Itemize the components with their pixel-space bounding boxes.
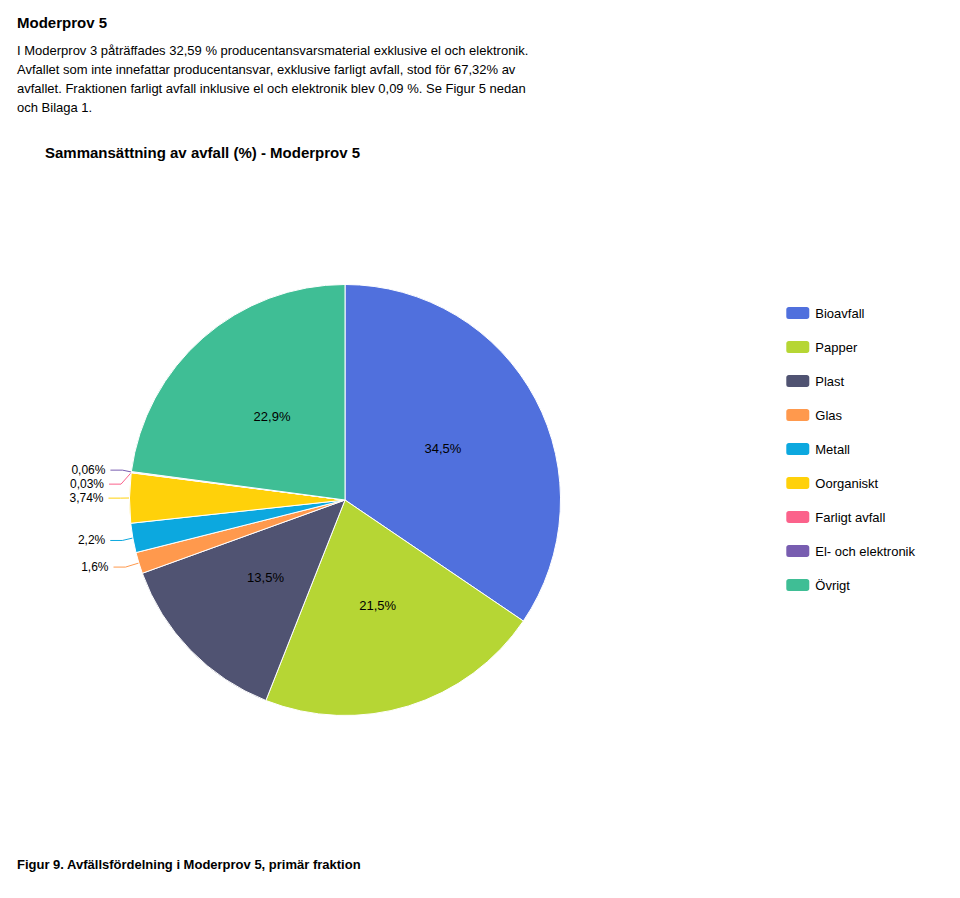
- svg-text:Glas: Glas: [815, 408, 842, 423]
- svg-text:och Bilaga 1.: och Bilaga 1.: [17, 100, 92, 115]
- svg-text:Övrigt: Övrigt: [815, 578, 850, 593]
- svg-text:Oorganiskt: Oorganiskt: [815, 476, 878, 491]
- svg-text:22,9%: 22,9%: [254, 409, 291, 424]
- svg-text:Plast: Plast: [815, 374, 844, 389]
- svg-text:21,5%: 21,5%: [359, 598, 396, 613]
- svg-text:Metall: Metall: [815, 442, 850, 457]
- svg-text:I Moderprov 3 påträffades 32,5: I Moderprov 3 påträffades 32,59 % produc…: [17, 43, 528, 58]
- svg-text:Bioavfall: Bioavfall: [815, 306, 864, 321]
- svg-text:Farligt avfall: Farligt avfall: [815, 510, 885, 525]
- svg-text:2,2%: 2,2%: [78, 533, 106, 547]
- svg-text:Moderprov 5: Moderprov 5: [17, 14, 107, 31]
- svg-text:34,5%: 34,5%: [424, 441, 461, 456]
- svg-text:Figur 9. Avfällsfördelning i M: Figur 9. Avfällsfördelning i Moderprov 5…: [17, 857, 361, 872]
- svg-text:Papper: Papper: [815, 340, 858, 355]
- svg-text:0,06%: 0,06%: [71, 463, 105, 477]
- svg-text:Avfallet som inte innefattar p: Avfallet som inte innefattar producentan…: [17, 62, 516, 77]
- svg-text:0,03%: 0,03%: [70, 477, 104, 491]
- svg-text:avfallet. Fraktionen farligt a: avfallet. Fraktionen farligt avfall inkl…: [17, 81, 526, 96]
- svg-text:1,6%: 1,6%: [81, 560, 109, 574]
- svg-text:Sammansättning av avfall (%) -: Sammansättning av avfall (%) - Moderprov…: [45, 144, 360, 161]
- svg-text:3,74%: 3,74%: [69, 491, 103, 505]
- svg-text:13,5%: 13,5%: [247, 570, 284, 585]
- svg-text:El- och elektronik: El- och elektronik: [815, 544, 915, 559]
